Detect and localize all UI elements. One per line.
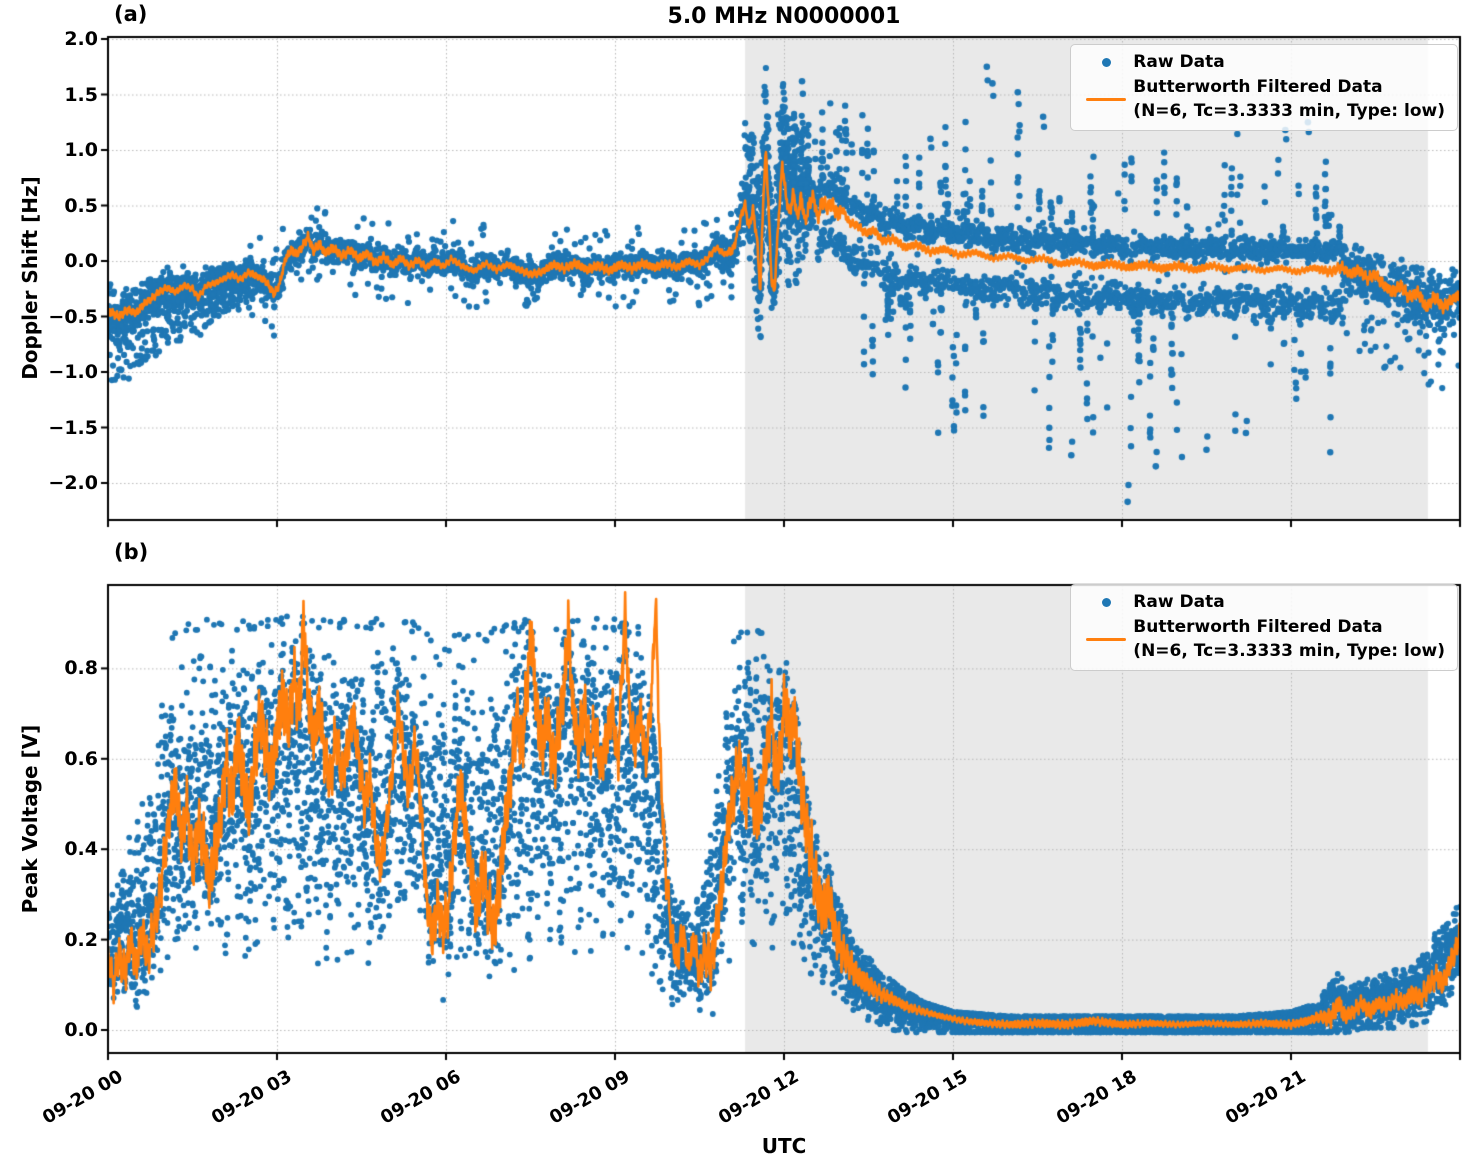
panel-a-ytick-label: −0.5 — [48, 305, 98, 328]
panel-b-ylabel: Peak Voltage [V] — [18, 724, 42, 914]
legend-panel-b: Raw Data Butterworth Filtered Data (N=6,… — [1070, 584, 1458, 671]
legend-raw-marker-icon — [1079, 598, 1133, 607]
legend-filtered-params: (N=6, Tc=3.3333 min, Type: low) — [1133, 641, 1445, 661]
legend-filtered-params: (N=6, Tc=3.3333 min, Type: low) — [1133, 101, 1445, 121]
panel-a-ytick-label: 0.5 — [64, 194, 98, 217]
panel-b-ytick-label: 0.2 — [64, 928, 98, 951]
panel-b-ytick-label: 0.8 — [64, 657, 98, 680]
panel-a-ytick-label: 0.0 — [64, 250, 98, 272]
panel-b-ytick-label: 0.4 — [64, 838, 98, 861]
panel-a-ytick-label: −1.0 — [48, 361, 98, 383]
panel-a-ytick-label: −2.0 — [48, 472, 98, 494]
legend-raw-label: Raw Data — [1133, 592, 1225, 612]
legend-filtered-label: Butterworth Filtered Data — [1133, 77, 1383, 97]
legend-filtered-marker-icon — [1079, 97, 1133, 101]
x-axis-label: UTC — [761, 1134, 807, 1158]
panel-a-ytick-label: 1.5 — [64, 83, 98, 106]
legend-raw-label: Raw Data — [1133, 52, 1225, 72]
legend-filtered-label: Butterworth Filtered Data — [1133, 617, 1383, 637]
panel-b-tag: (b) — [114, 540, 149, 564]
legend-panel-a: Raw Data Butterworth Filtered Data (N=6,… — [1070, 44, 1458, 131]
legend-filtered-marker-icon — [1079, 637, 1133, 641]
panel-b-ytick-label: 0.0 — [64, 1019, 98, 1041]
panel-a-ytick-label: 2.0 — [64, 28, 98, 50]
legend-raw-marker-icon — [1079, 58, 1133, 67]
panel-b-ytick-label: 0.6 — [64, 747, 98, 770]
panel-a-ytick-label: −1.5 — [48, 416, 98, 439]
panel-a-tag: (a) — [114, 2, 148, 26]
panel-a-ytick-label: 1.0 — [64, 139, 98, 161]
chart-title: 5.0 MHz N0000001 — [667, 4, 901, 29]
panel-a-ylabel: Doppler Shift [Hz] — [18, 176, 42, 380]
